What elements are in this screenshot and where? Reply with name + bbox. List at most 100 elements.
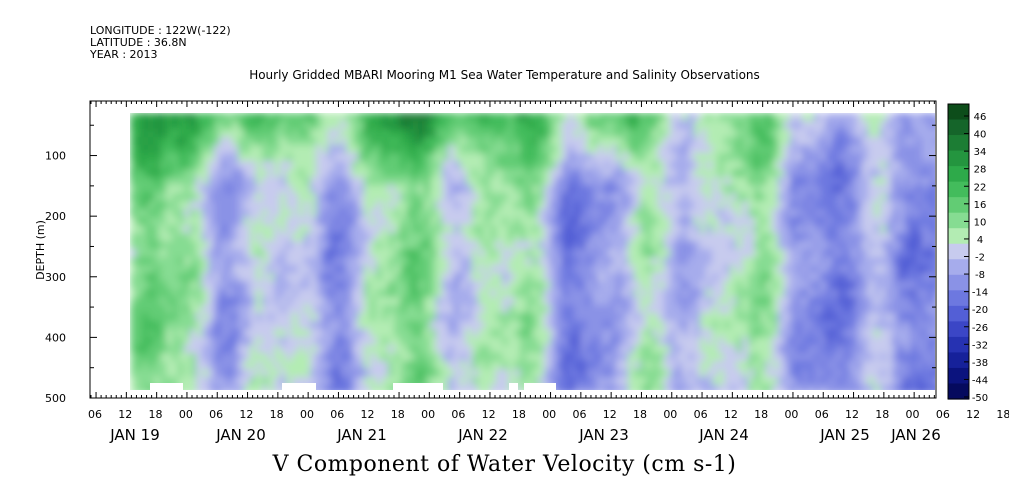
heatmap-cell [664,225,671,234]
heatmap-cell [556,217,563,226]
heatmap-cell [922,177,929,186]
heatmap-cell [364,225,371,234]
heatmap-cell [220,153,227,162]
heatmap-cell [586,137,593,146]
heatmap-cell [244,257,251,266]
heatmap-cell [406,129,413,138]
heatmap-cell [418,329,425,338]
heatmap-cell [844,241,851,250]
heatmap-cell [886,233,893,242]
heatmap-cell [622,377,629,386]
heatmap-cell [706,137,713,146]
heatmap-cell [172,121,179,130]
heatmap-cell [712,257,719,266]
heatmap-cell [568,193,575,202]
heatmap-cell [832,161,839,170]
heatmap-cell [298,201,305,210]
heatmap-cell [550,201,557,210]
heatmap-cell [292,257,299,266]
heatmap-cell [502,225,509,234]
heatmap-cell [352,337,359,346]
heatmap-cell [436,305,443,314]
heatmap-cell [778,169,785,178]
heatmap-cell [694,113,701,122]
heatmap-cell [346,129,353,138]
heatmap-cell [178,113,185,122]
heatmap-cell [766,137,773,146]
heatmap-cell [820,369,827,378]
heatmap-cell [688,113,695,122]
heatmap-cell [496,257,503,266]
heatmap-cell [142,137,149,146]
heatmap-cell [298,177,305,186]
heatmap-cell [304,217,311,226]
heatmap-cell [760,121,767,130]
heatmap-cell [280,225,287,234]
heatmap-cell [544,145,551,154]
heatmap-cell [658,137,665,146]
heatmap-cell [130,313,137,322]
heatmap-cell [358,321,365,330]
heatmap-cell [508,129,515,138]
heatmap-cell [406,209,413,218]
heatmap-cell [670,305,677,314]
heatmap-cell [316,353,323,362]
heatmap-cell [346,201,353,210]
heatmap-cell [310,369,317,378]
heatmap-cell [616,361,623,370]
heatmap-cell [448,201,455,210]
heatmap-cell [556,369,563,378]
heatmap-cell [676,257,683,266]
heatmap-cell [820,377,827,386]
heatmap-cell [142,313,149,322]
heatmap-cell [790,305,797,314]
heatmap-cell [262,257,269,266]
heatmap-cell [424,153,431,162]
heatmap-cell [280,217,287,226]
heatmap-cell [634,217,641,226]
heatmap-cell [406,121,413,130]
heatmap-cell [784,273,791,282]
heatmap-cell [214,281,221,290]
heatmap-cell [904,361,911,370]
heatmap-cell [430,377,437,386]
heatmap-cell [916,265,923,274]
heatmap-cell [292,217,299,226]
heatmap-cell [628,377,635,386]
heatmap-cell [664,129,671,138]
heatmap-cell [142,145,149,154]
heatmap-cell [706,297,713,306]
heatmap-cell [346,265,353,274]
heatmap-cell [520,329,527,338]
heatmap-cell [298,145,305,154]
heatmap-cell [460,273,467,282]
heatmap-cell [862,289,869,298]
heatmap-cell [544,305,551,314]
heatmap-cell [196,249,203,258]
heatmap-cell [400,305,407,314]
heatmap-cell [808,193,815,202]
heatmap-cell [454,361,461,370]
heatmap-cell [850,225,857,234]
heatmap-cell [130,217,137,226]
heatmap-cell [874,177,881,186]
heatmap-cell [496,185,503,194]
heatmap-cell [778,345,785,354]
heatmap-cell [664,265,671,274]
heatmap-cell [424,281,431,290]
heatmap-cell [142,321,149,330]
heatmap-cell [916,113,923,122]
heatmap-cell [610,273,617,282]
heatmap-cell [220,353,227,362]
heatmap-cell [550,233,557,242]
heatmap-cell [484,385,491,390]
heatmap-cell [490,249,497,258]
heatmap-cell [496,153,503,162]
heatmap-cell [634,297,641,306]
heatmap-cell [244,193,251,202]
heatmap-cell [742,193,749,202]
heatmap-cell [916,337,923,346]
heatmap-cell [562,321,569,330]
heatmap-cell [268,329,275,338]
heatmap-cell [394,273,401,282]
